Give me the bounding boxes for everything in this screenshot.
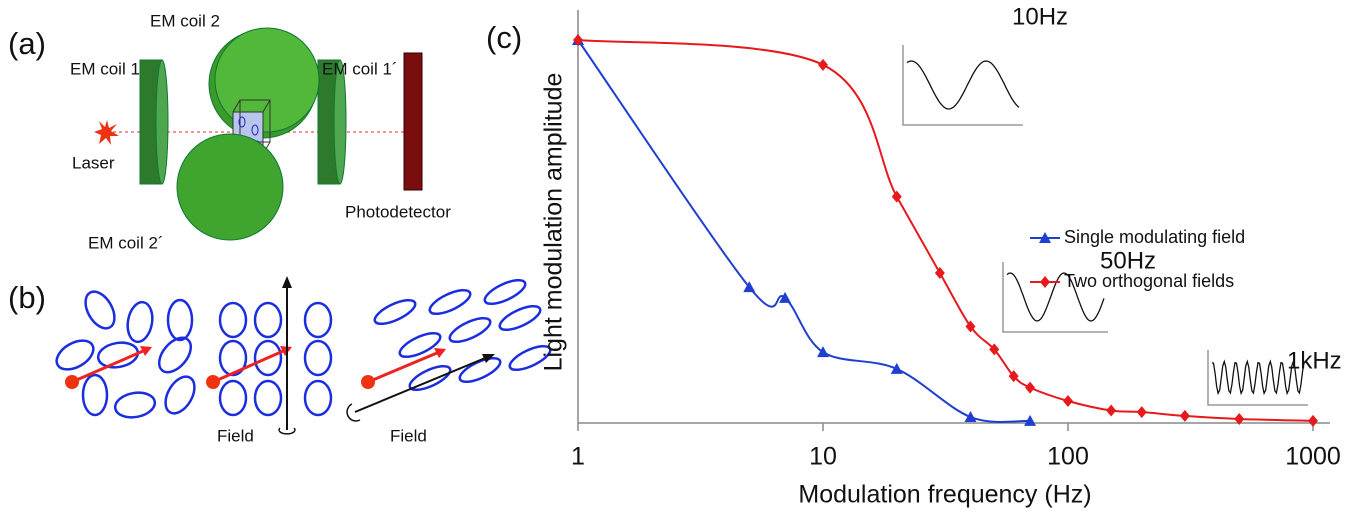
em-coil-1p <box>317 59 347 185</box>
marker <box>1008 370 1019 383</box>
particle <box>218 339 248 377</box>
inset-axes <box>1207 350 1308 406</box>
y-axis-label: Light modulation amplitude <box>540 73 568 372</box>
particle <box>458 356 502 384</box>
particle <box>303 339 333 377</box>
insets <box>902 45 1308 406</box>
label: EM coil 2 <box>150 11 220 30</box>
marker <box>743 281 756 293</box>
em-coil-2p <box>176 133 284 241</box>
marker <box>1025 381 1036 394</box>
marker <box>934 267 945 280</box>
marker <box>1234 412 1245 425</box>
particles <box>55 278 552 419</box>
marker <box>1024 414 1037 426</box>
particle <box>253 379 283 417</box>
waveform <box>906 60 1020 110</box>
marker <box>1179 409 1190 422</box>
particle <box>96 341 140 369</box>
particle <box>253 339 283 377</box>
label: Field <box>390 426 427 445</box>
photodetector <box>403 52 423 191</box>
particle <box>483 278 527 306</box>
label: EM coil 1´ <box>322 59 398 78</box>
particle <box>164 375 196 415</box>
particle <box>303 379 333 417</box>
label: EM coil 2´ <box>88 233 164 252</box>
marker <box>891 190 902 203</box>
marker <box>1308 414 1318 427</box>
label: Field <box>217 426 254 445</box>
marker <box>965 320 976 333</box>
panel-label: (a) <box>8 26 46 61</box>
panel-label: (c) <box>486 20 522 55</box>
particle <box>218 379 248 417</box>
particle <box>428 288 472 316</box>
x-tick-label: 10 <box>809 443 837 471</box>
inset-axes <box>902 45 1023 126</box>
marker <box>989 343 1000 356</box>
marker <box>890 362 903 374</box>
legend-marker <box>1040 276 1050 288</box>
marker <box>1106 404 1117 417</box>
legend-marker <box>1039 232 1051 243</box>
particle <box>218 301 248 339</box>
legend-label: Single modulating field <box>1064 227 1245 247</box>
x-axis-label: Modulation frequency (Hz) <box>798 481 1091 509</box>
particle <box>113 391 157 419</box>
particle <box>408 364 452 392</box>
marker <box>779 291 792 303</box>
particle <box>166 298 194 342</box>
waveform <box>1006 272 1105 322</box>
laser-icons <box>65 375 375 389</box>
panel-label: (b) <box>8 280 46 315</box>
em-coil-1 <box>139 59 169 185</box>
particle <box>81 373 109 417</box>
series-line <box>577 39 1031 423</box>
particle <box>126 300 154 344</box>
particle <box>253 301 283 339</box>
label: Laser <box>72 153 115 172</box>
marker <box>964 411 977 423</box>
marker <box>1136 406 1147 419</box>
particle <box>84 290 116 330</box>
annotation: 50Hz <box>1100 247 1156 274</box>
label: EM coil 1 <box>70 59 140 78</box>
marker <box>817 346 829 358</box>
particle <box>303 301 333 339</box>
laser-icon <box>94 120 119 145</box>
annotation: 1kHz <box>1287 347 1342 374</box>
arrows <box>71 276 495 435</box>
inset-axes <box>1002 262 1108 333</box>
particle <box>448 316 492 344</box>
particle <box>157 336 193 374</box>
marker <box>818 58 828 71</box>
x-tick-label: 1 <box>571 443 585 471</box>
particle <box>55 339 95 371</box>
x-tick-label: 1000 <box>1285 443 1341 471</box>
particle <box>498 304 542 332</box>
marker <box>573 34 583 46</box>
label: Photodetector <box>345 202 451 221</box>
particle <box>373 298 417 326</box>
legend-label: Two orthogonal fields <box>1064 271 1234 291</box>
series-line <box>577 39 1314 422</box>
em-coil-2 <box>214 27 320 133</box>
particle <box>398 331 442 359</box>
x-tick-label: 100 <box>1047 443 1089 471</box>
marker <box>1063 394 1073 407</box>
particle <box>508 344 552 372</box>
waveform <box>1211 359 1305 396</box>
annotation: 10Hz <box>1012 3 1068 30</box>
